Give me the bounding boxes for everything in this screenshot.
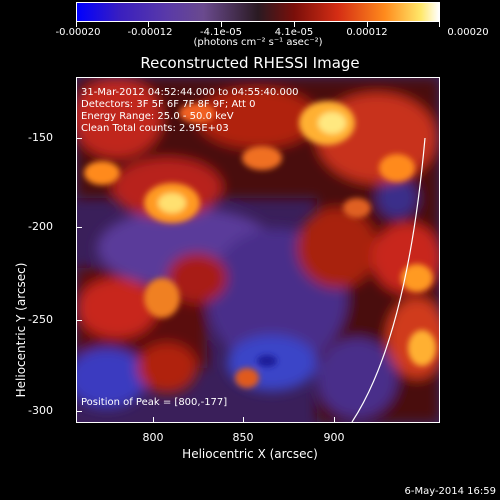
clean-total-counts: Clean Total counts: 2.95E+03 bbox=[81, 123, 229, 134]
y-tick-label: -250 bbox=[28, 313, 53, 326]
plot-title: Reconstructed RHESSI Image bbox=[140, 54, 360, 72]
x-tick-label: 850 bbox=[232, 431, 254, 444]
y-tick-label: -300 bbox=[28, 404, 53, 417]
colorbar-tick-label: -0.00012 bbox=[127, 27, 173, 38]
colorbar-tick-label: -0.00020 bbox=[55, 27, 101, 38]
x-tick-label: 800 bbox=[142, 431, 164, 444]
colorbar-tick-label: 0.00012 bbox=[346, 27, 388, 38]
y-tick-label: -150 bbox=[28, 131, 53, 144]
image-plot-area: 31-Mar-2012 04:52:44.000 to 04:55:40.000… bbox=[76, 77, 440, 423]
observation-time: 31-Mar-2012 04:52:44.000 to 04:55:40.000 bbox=[81, 87, 299, 98]
generation-date: 6-May-2014 16:59 bbox=[404, 486, 496, 497]
colorbar-tick-label: 4.1e-05 bbox=[274, 27, 314, 38]
colorbar-tick-label: 0.00020 bbox=[447, 27, 489, 38]
y-tick-label: -200 bbox=[28, 220, 53, 233]
y-axis-label: Heliocentric Y (arcsec) bbox=[14, 262, 28, 398]
detectors-info: Detectors: 3F 5F 6F 7F 8F 9F; Att 0 bbox=[81, 99, 256, 110]
colorbar-unit: (photons cm⁻² s⁻¹ asec⁻²) bbox=[193, 37, 323, 48]
x-axis-label: Heliocentric X (arcsec) bbox=[182, 447, 318, 461]
colorbar bbox=[76, 2, 440, 22]
peak-position: Position of Peak = [800,-177] bbox=[81, 397, 228, 408]
energy-range: Energy Range: 25.0 - 50.0 keV bbox=[81, 111, 234, 122]
x-tick-label: 900 bbox=[323, 431, 345, 444]
heatmap-image bbox=[77, 78, 439, 422]
colorbar-tick-label: -4.1e-05 bbox=[200, 27, 242, 38]
